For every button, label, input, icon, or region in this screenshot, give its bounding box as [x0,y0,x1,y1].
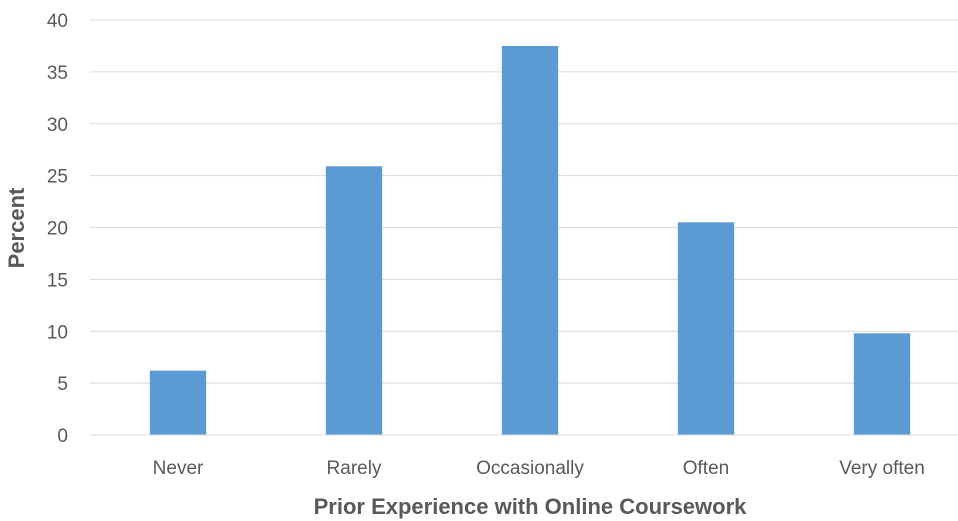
x-axis-title: Prior Experience with Online Coursework [314,494,748,519]
y-tick-label: 10 [47,322,68,343]
x-tick-label: Occasionally [476,458,584,479]
bar-very-often [853,333,911,435]
bar-rarely [325,166,383,435]
x-tick-label: Often [683,458,729,479]
bar-occasionally [501,45,559,435]
y-axis-title: Percent [4,187,29,268]
x-axis-ticks: Never Rarely Occasionally Often Very often [153,458,925,479]
y-tick-label: 40 [47,11,68,32]
y-axis-ticks: 0 5 10 15 20 25 30 35 40 [47,11,68,447]
y-tick-label: 20 [47,219,68,240]
y-tick-label: 30 [47,115,68,136]
y-tick-label: 25 [47,167,68,188]
bar-often [677,222,735,435]
bars [149,45,911,435]
y-tick-label: 35 [47,63,68,84]
x-tick-label: Rarely [327,458,382,479]
y-tick-label: 0 [57,426,68,447]
x-tick-label: Never [153,458,204,479]
y-tick-label: 15 [47,270,68,291]
bar-never [149,370,207,435]
y-tick-label: 5 [57,374,68,395]
x-tick-label: Very often [839,458,925,479]
